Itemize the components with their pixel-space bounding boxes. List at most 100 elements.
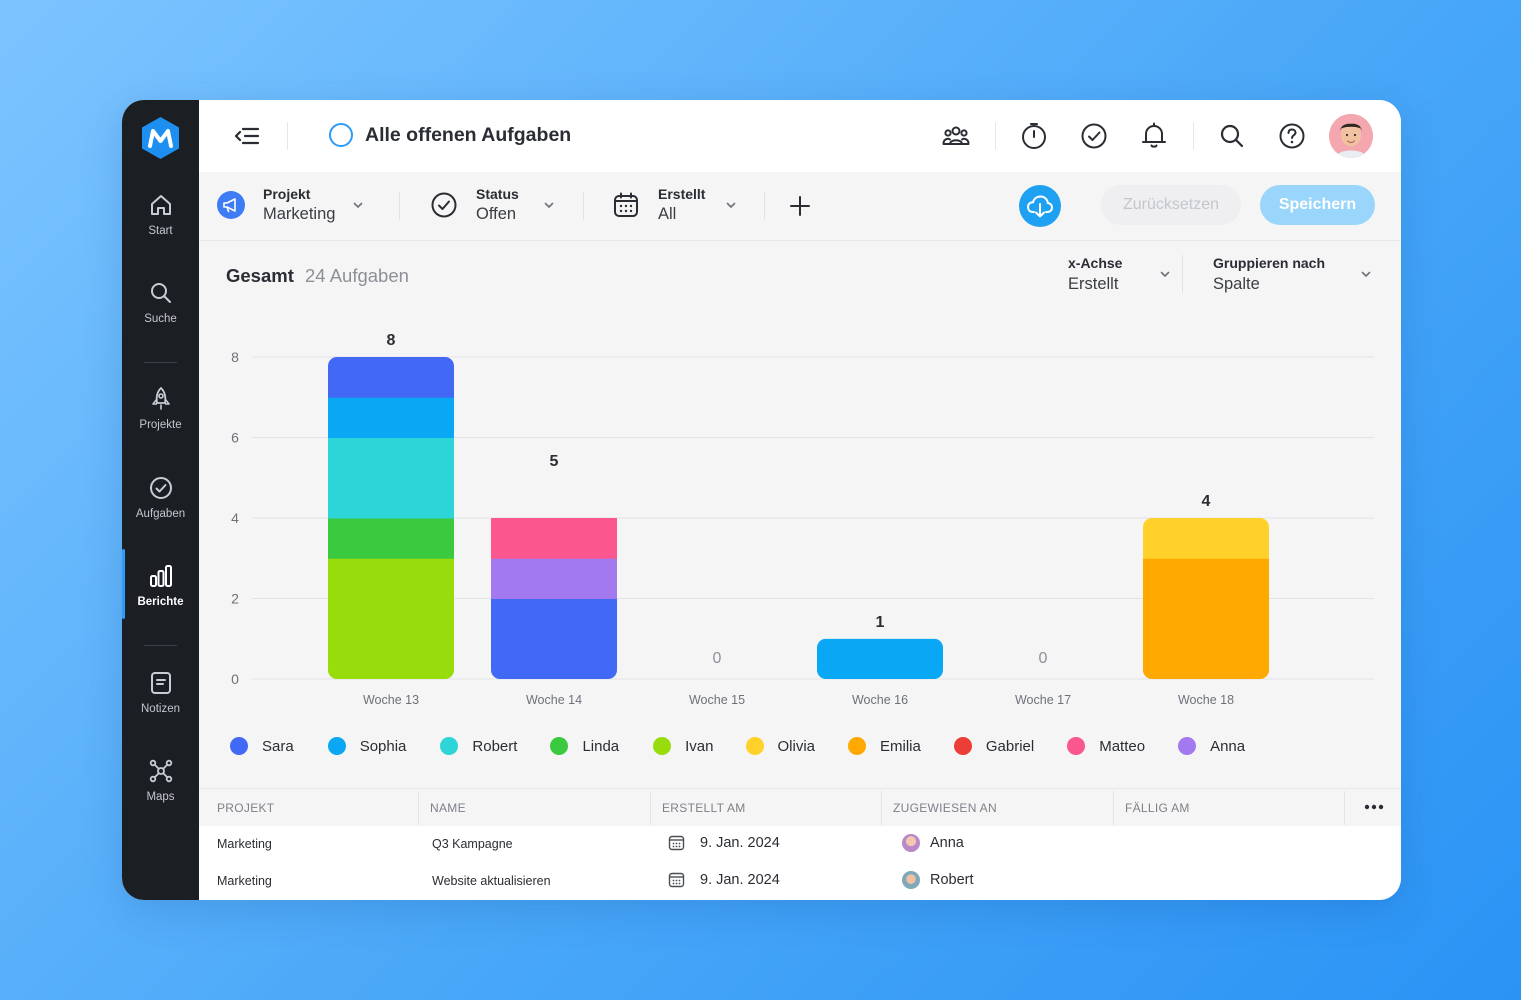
app-logo-icon[interactable]	[140, 116, 181, 160]
legend-item-ivan[interactable]: Ivan	[653, 737, 714, 755]
sidebar-item-projekte[interactable]: Projekte	[122, 386, 199, 466]
legend-swatch	[230, 737, 248, 755]
dropdown-label: Gruppieren nach	[1213, 255, 1326, 271]
divider	[199, 240, 1401, 241]
bar-segment-ivan[interactable]	[328, 558, 454, 679]
dropdown-label: x-Achse	[1068, 255, 1123, 271]
legend-label: Sophia	[359, 737, 407, 755]
column-divider	[1113, 791, 1114, 825]
legend-swatch	[327, 737, 346, 755]
dropdown-value: Spalte	[1213, 275, 1260, 293]
sidebar-item-start[interactable]: Start	[122, 192, 199, 272]
column-header-assignee[interactable]: ZUGEWIESEN AN	[893, 801, 997, 815]
sidebar-item-suche[interactable]: Suche	[122, 280, 199, 360]
timer-icon[interactable]	[1019, 121, 1049, 151]
column-header-project[interactable]: PROJEKT	[217, 801, 275, 815]
more-options-icon[interactable]	[1363, 799, 1385, 815]
summary-count: 24 Aufgaben	[305, 265, 409, 286]
search-icon[interactable]	[1217, 121, 1247, 151]
avatar[interactable]	[1329, 114, 1373, 158]
stacked-bar-chart: 0 2 4 6 8 8 Woche 13 5 Woche 14 0 Woche 15 1 Woche 1…	[231, 332, 1374, 707]
group-by-dropdown[interactable]: Gruppieren nach Spalte	[1213, 254, 1371, 296]
legend-item-emilia[interactable]: Emilia	[848, 737, 921, 755]
table-row[interactable]: Marketing Q3 Kampagne 9. Jan. 2024 Anna	[199, 826, 1401, 863]
page-title: Alle offenen Aufgaben	[365, 123, 572, 146]
bar-segment-sara[interactable]	[328, 357, 454, 398]
legend-item-robert[interactable]: Robert	[440, 737, 517, 755]
cloud-download-button[interactable]	[1019, 185, 1061, 227]
sidebar-item-label: Berichte	[137, 596, 184, 608]
x-tick-label: Woche 14	[526, 693, 582, 707]
bar-segment-sophia[interactable]	[817, 638, 943, 680]
collapse-menu-icon[interactable]	[232, 121, 262, 151]
legend-swatch	[745, 737, 764, 755]
bar-segment-matteo[interactable]	[491, 518, 617, 559]
legend-item-anna[interactable]: Anna	[1178, 737, 1245, 755]
xaxis-dropdown[interactable]: x-Achse Erstellt	[1068, 254, 1170, 296]
legend-label: Emilia	[880, 737, 921, 755]
add-filter-icon[interactable]	[788, 194, 812, 218]
created-filter[interactable]: Erstellt All	[612, 185, 737, 225]
legend-item-olivia[interactable]: Olivia	[745, 737, 815, 755]
bell-icon[interactable]	[1139, 121, 1169, 151]
cell-assignee: Robert	[902, 871, 974, 889]
legend-item-gabriel[interactable]: Gabriel	[953, 737, 1034, 755]
table-row[interactable]: Marketing Website aktualisieren 9. Jan. …	[199, 863, 1401, 900]
project-filter[interactable]: Projekt Marketing	[216, 185, 364, 225]
chevron-down-icon	[1160, 271, 1170, 277]
save-button[interactable]: Speichern	[1260, 185, 1375, 225]
legend-swatch	[1178, 737, 1197, 755]
reset-button[interactable]: Zurücksetzen	[1101, 185, 1241, 225]
filter-divider	[764, 192, 765, 220]
legend-label: Anna	[1210, 737, 1246, 755]
bar-stack[interactable]	[328, 357, 454, 680]
bar-segment-sara[interactable]	[491, 598, 617, 680]
bar-stack[interactable]	[817, 638, 943, 680]
bar-segment-anna[interactable]	[491, 558, 617, 599]
status-filter[interactable]: Status Offen	[430, 185, 555, 225]
x-tick-label: Woche 16	[852, 693, 908, 707]
bar-total-label: 4	[1202, 493, 1211, 510]
filter-value: Offen	[476, 205, 517, 223]
dropdown-value: Erstellt	[1068, 275, 1119, 293]
bar-stack[interactable]	[1143, 518, 1269, 680]
bar-stack[interactable]	[491, 518, 617, 680]
team-icon[interactable]	[941, 121, 971, 151]
legend-item-linda[interactable]: Linda	[550, 737, 619, 755]
bar-segment-sophia[interactable]	[328, 397, 454, 438]
filter-divider	[583, 192, 584, 220]
column-divider	[418, 791, 419, 825]
column-header-due[interactable]: FÄLLIG AM	[1125, 801, 1190, 815]
legend-label: Linda	[582, 737, 620, 755]
legend-item-matteo[interactable]: Matteo	[1067, 737, 1145, 755]
legend-item-sophia[interactable]: Sophia	[327, 737, 407, 755]
sidebar-item-label: Maps	[146, 791, 175, 803]
check-icon[interactable]	[1079, 121, 1109, 151]
sidebar-item-berichte[interactable]: Berichte	[122, 549, 199, 643]
column-divider	[881, 791, 882, 825]
bar-segment-emilia[interactable]	[1143, 558, 1269, 679]
sidebar-item-maps[interactable]: Maps	[122, 758, 199, 838]
help-icon[interactable]	[1277, 121, 1307, 151]
bar-segment-olivia[interactable]	[1143, 518, 1269, 559]
tasks-table: PROJEKT NAME ERSTELLT AM ZUGEWIESEN AN F…	[199, 788, 1401, 900]
legend-item-sara[interactable]: Sara	[230, 737, 294, 755]
sidebar-divider	[144, 362, 177, 363]
filter-label: Status	[476, 186, 519, 202]
bar-segment-linda[interactable]	[328, 518, 454, 559]
sidebar-item-label: Start	[148, 225, 173, 237]
bar-segment-robert[interactable]	[328, 437, 454, 519]
summary-title: Gesamt	[226, 265, 294, 286]
chevron-down-icon	[727, 202, 736, 208]
cell-project: Marketing	[217, 874, 272, 888]
sidebar-item-aufgaben[interactable]: Aufgaben	[122, 475, 199, 555]
note-icon	[150, 672, 171, 694]
cell-created-text: 9. Jan. 2024	[700, 871, 780, 888]
sidebar-item-notizen[interactable]: Notizen	[122, 670, 199, 750]
legend-swatch	[550, 737, 569, 755]
cell-assignee-text: Anna	[930, 835, 964, 851]
column-header-created[interactable]: ERSTELLT AM	[662, 801, 746, 815]
dropdown-divider	[1182, 255, 1183, 293]
cell-created-text: 9. Jan. 2024	[700, 834, 780, 851]
column-header-name[interactable]: NAME	[430, 801, 466, 815]
